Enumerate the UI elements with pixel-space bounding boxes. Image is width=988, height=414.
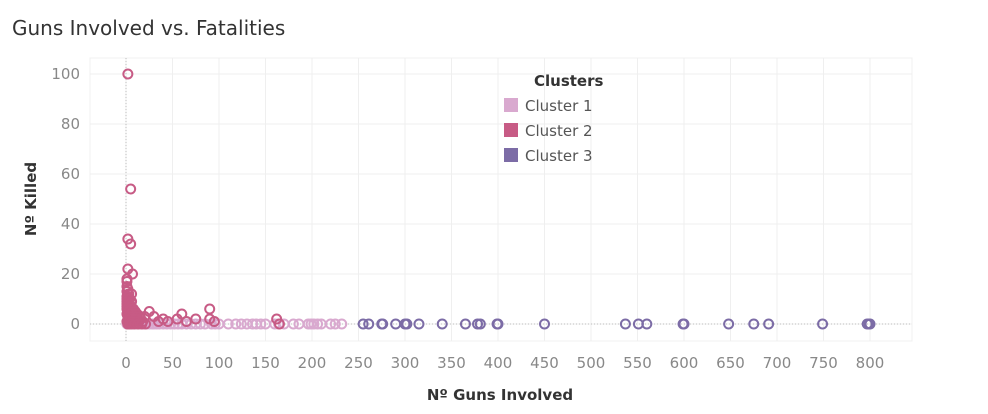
data-point (336, 318, 348, 330)
data-point (204, 303, 216, 315)
legend-label: Cluster 2 (525, 122, 593, 140)
data-point (273, 318, 285, 330)
data-point (287, 318, 299, 330)
data-point (492, 318, 504, 330)
data-point (308, 318, 320, 330)
x-tick-label: 100 (205, 354, 234, 372)
data-point (723, 318, 735, 330)
data-point (190, 313, 202, 325)
data-point (641, 318, 653, 330)
legend-label: Cluster 1 (525, 97, 593, 115)
x-tick-label: 200 (298, 354, 327, 372)
data-point (312, 318, 324, 330)
data-point (459, 318, 471, 330)
data-point (125, 183, 137, 195)
data-point (139, 311, 151, 322)
data-point (864, 318, 876, 330)
x-tick-label: 600 (670, 354, 699, 372)
data-point (377, 318, 389, 330)
data-point (539, 318, 550, 330)
grid (89, 57, 913, 342)
series-cluster-3 (357, 318, 876, 330)
data-point (206, 318, 218, 330)
data-point (436, 318, 448, 330)
series-cluster-2 (121, 68, 285, 330)
data-point (121, 276, 133, 287)
x-tick-label: 450 (530, 354, 559, 372)
y-tick-label: 60 (61, 165, 80, 183)
data-point (230, 318, 242, 330)
data-point (132, 318, 144, 330)
x-tick-label: 250 (344, 354, 373, 372)
legend-title: Clusters (534, 72, 603, 90)
y-tick-label: 40 (61, 215, 80, 233)
x-tick-label: 300 (391, 354, 420, 372)
chart-title: Guns Involved vs. Fatalities (12, 16, 286, 40)
legend: Clusters Cluster 1 Cluster 2 Cluster 3 (504, 72, 603, 165)
plot-frame (89, 57, 913, 342)
data-point (678, 318, 690, 330)
legend-swatch (504, 148, 518, 162)
x-axis-title: Nº Guns Involved (427, 386, 573, 404)
data-point (357, 318, 369, 330)
x-tick-label: 0 (121, 354, 131, 372)
x-tick-label: 500 (577, 354, 606, 372)
x-tick-label: 50 (163, 354, 182, 372)
data-point (329, 318, 341, 330)
data-point (140, 318, 152, 330)
x-tick-label: 650 (716, 354, 745, 372)
axis-ticks: 0 50 100 150 200 250 300 350 400 450 500 550 600 650 7… (51, 65, 884, 372)
data-point (401, 318, 413, 330)
data-point (235, 318, 247, 330)
data-point (222, 318, 234, 330)
x-tick-label: 750 (809, 354, 838, 372)
x-tick-label: 350 (437, 354, 466, 372)
data-point (122, 68, 134, 80)
data-point (125, 238, 137, 250)
x-tick-label: 150 (251, 354, 280, 372)
x-tick-label: 400 (484, 354, 513, 372)
data-point (325, 318, 337, 330)
y-tick-label: 0 (70, 315, 80, 333)
data-point (474, 318, 486, 330)
y-tick-label: 100 (51, 65, 80, 83)
data-point (817, 318, 829, 330)
legend-label: Cluster 3 (525, 147, 593, 165)
data-point (619, 318, 631, 330)
data-points (121, 68, 876, 330)
legend-swatch (504, 123, 518, 137)
data-point (763, 318, 775, 330)
data-point (255, 318, 267, 330)
data-point (208, 316, 220, 327)
y-tick-label: 80 (61, 115, 80, 133)
data-point (748, 318, 760, 330)
data-point (128, 318, 140, 330)
data-point (176, 308, 188, 320)
y-tick-label: 20 (61, 265, 80, 283)
x-tick-label: 550 (623, 354, 652, 372)
data-point (363, 318, 375, 330)
x-tick-label: 800 (856, 354, 885, 372)
y-axis-title: Nº Killed (22, 162, 40, 236)
x-tick-label: 700 (763, 354, 792, 372)
legend-swatch (504, 98, 518, 112)
data-point (413, 318, 425, 330)
